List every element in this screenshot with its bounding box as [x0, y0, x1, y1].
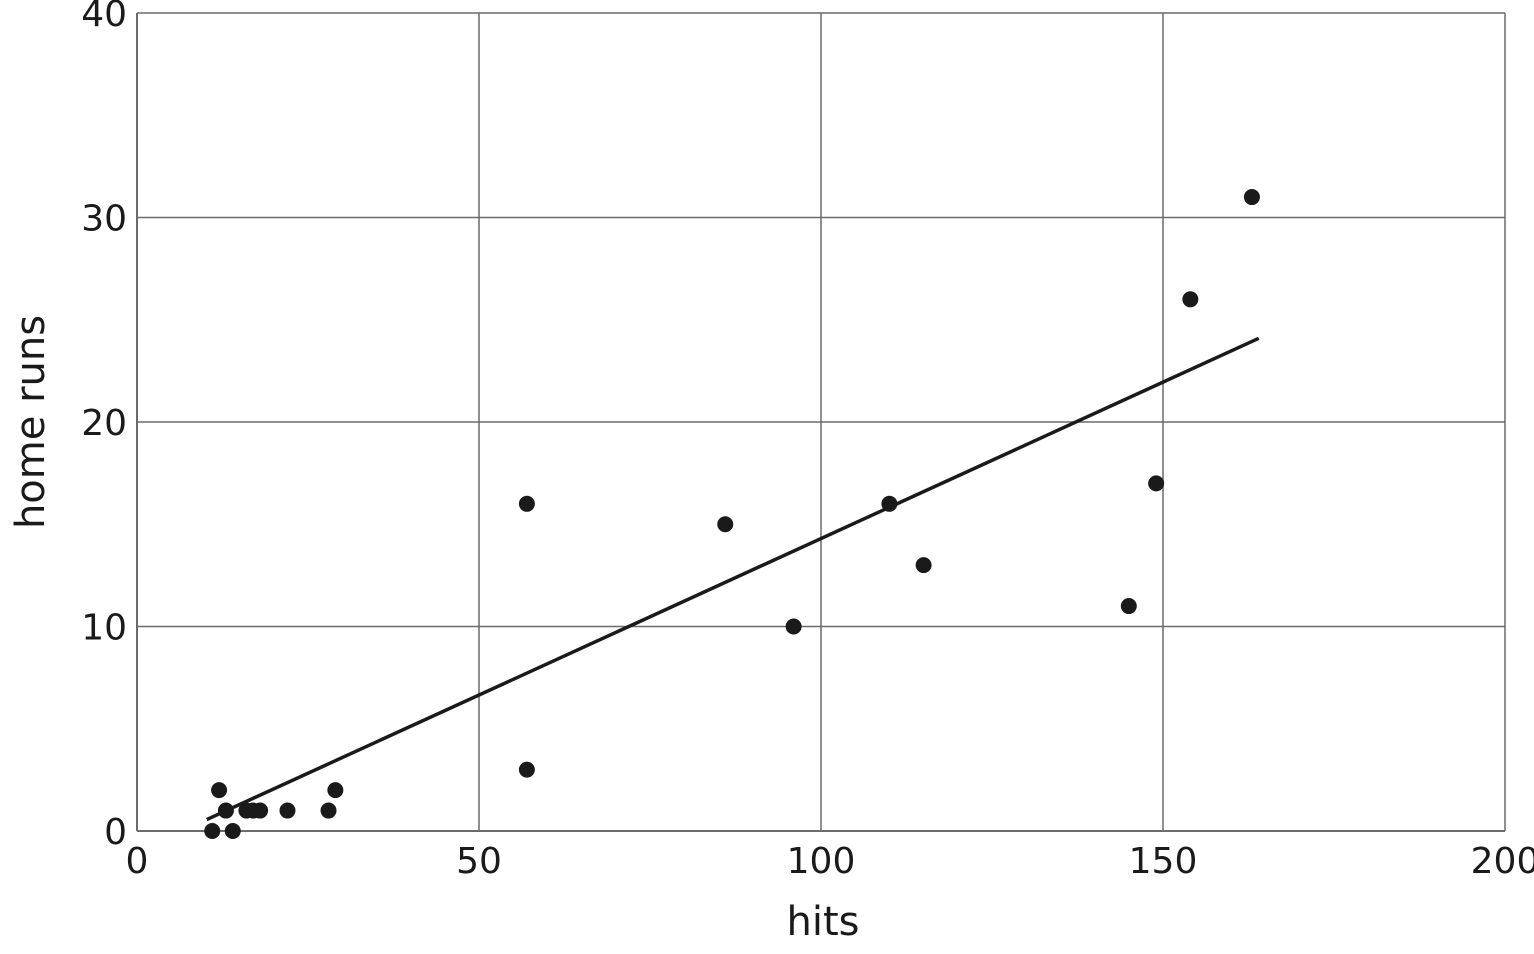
data-point — [518, 761, 535, 778]
data-point — [1243, 189, 1260, 206]
y-tick-label: 20 — [81, 403, 127, 444]
x-tick-label: 200 — [1471, 841, 1534, 882]
y-tick-label: 30 — [81, 199, 127, 240]
tick-labels: 0 50 100 150 200 0 10 20 30 40 — [81, 0, 1534, 882]
grid — [136, 12, 1506, 832]
data-point — [1148, 475, 1165, 492]
data-point — [211, 782, 228, 799]
data-point — [224, 823, 241, 839]
data-point — [881, 495, 898, 512]
data-point — [1182, 291, 1199, 308]
y-tick-label: 10 — [81, 608, 127, 649]
data-point — [717, 516, 734, 533]
trend-line — [206, 336, 1260, 822]
data-point — [1120, 598, 1137, 615]
data-point — [915, 557, 932, 574]
x-tick-label: 150 — [1129, 841, 1198, 882]
x-tick-label: 50 — [456, 841, 502, 882]
y-axis-label: home runs — [8, 315, 54, 529]
x-tick-label: 100 — [787, 841, 856, 882]
data-point — [327, 782, 344, 799]
data-points — [204, 189, 1260, 839]
data-point — [320, 802, 337, 819]
x-tick-label: 0 — [126, 841, 149, 882]
x-axis-label: hits — [787, 899, 860, 945]
y-tick-label: 40 — [81, 0, 127, 35]
y-tick-label: 0 — [104, 812, 127, 853]
data-point — [204, 823, 221, 839]
data-point — [279, 802, 296, 819]
data-point — [785, 618, 802, 635]
data-point — [217, 802, 234, 819]
data-point — [252, 802, 269, 819]
data-point — [518, 495, 535, 512]
